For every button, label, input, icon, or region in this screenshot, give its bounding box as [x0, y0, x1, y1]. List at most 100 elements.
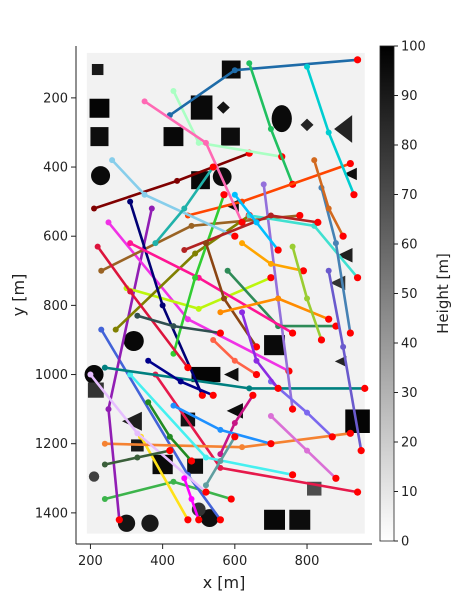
trajectory-endpoint: [274, 246, 282, 254]
trajectory-endpoint: [357, 447, 365, 455]
trajectory-point: [188, 222, 195, 229]
trajectory-point: [145, 357, 152, 364]
colorbar: [379, 45, 395, 542]
trajectory-endpoint: [209, 163, 217, 171]
trajectory-point: [127, 240, 134, 247]
trajectory-point: [253, 219, 260, 226]
trajectory-point: [159, 302, 166, 309]
y-tick-label: 800: [43, 299, 68, 314]
trajectory-point: [217, 464, 224, 471]
trajectory-point: [340, 343, 347, 350]
building: [271, 105, 292, 133]
trajectory-endpoint: [296, 211, 304, 220]
y-axis: 200 400 600 800 1000 1200 1400: [35, 46, 77, 544]
y-tick-label: 400: [43, 161, 68, 176]
trajectory-point: [304, 447, 311, 454]
y-tick-label: 1400: [35, 506, 68, 521]
trajectory-point: [304, 295, 311, 302]
trajectory-point: [170, 402, 177, 409]
trajectory-endpoint: [231, 232, 239, 240]
trajectory-endpoint: [339, 232, 347, 240]
x-tick-label: 200: [78, 554, 103, 569]
trajectory-point: [105, 406, 112, 413]
trajectory-point: [98, 267, 105, 274]
trajectory-point: [141, 98, 148, 105]
trajectory-point: [267, 126, 274, 132]
trajectory-endpoint: [220, 191, 228, 199]
trajectory-point: [239, 309, 246, 316]
trajectory-point: [101, 461, 108, 468]
trajectory-point: [141, 191, 148, 198]
trajectory-endpoint: [288, 471, 297, 479]
building: [190, 95, 213, 120]
y-axis-label: y [m]: [9, 274, 28, 317]
trajectory-point: [101, 496, 108, 503]
trajectory-point: [202, 139, 209, 146]
trajectory-point: [127, 288, 134, 295]
trajectory-point: [202, 454, 209, 461]
colorbar-tick-label: 40: [401, 337, 418, 352]
trajectory-point: [275, 295, 282, 302]
trajectory-endpoint: [274, 384, 282, 392]
building: [84, 365, 104, 385]
trajectory-point: [267, 413, 274, 420]
trajectory-endpoint: [267, 440, 275, 448]
trajectory-point: [253, 357, 260, 364]
y-tick-label: 1200: [35, 437, 68, 452]
trajectory-point: [112, 326, 119, 333]
building: [191, 366, 221, 383]
trajectory-point: [101, 440, 108, 447]
building: [300, 118, 314, 132]
y-tick-label: 1000: [35, 368, 68, 383]
trajectory-endpoint: [198, 391, 206, 399]
trajectory-endpoint: [231, 433, 239, 441]
colorbar-tick-label: 60: [401, 238, 418, 253]
colorbar-tick-label: 30: [401, 386, 418, 401]
trajectory-point: [289, 243, 296, 250]
trajectory-point: [134, 454, 141, 461]
building: [224, 367, 239, 382]
trajectory-endpoint: [353, 274, 362, 282]
building: [89, 98, 110, 118]
colorbar-ticks: 0 10 20 30 40 50 60 70 80 90 100: [394, 40, 426, 550]
trajectory-endpoint: [184, 364, 192, 372]
trajectory-point: [105, 219, 112, 226]
y-tick-label: 200: [43, 91, 68, 106]
trajectory-endpoint: [252, 370, 261, 379]
trajectory-point: [231, 67, 238, 74]
trajectory-point: [170, 478, 177, 485]
x-tick-label: 800: [295, 554, 320, 569]
trajectory-point: [192, 250, 199, 257]
trajectory-endpoint: [288, 329, 297, 337]
x-axis-label: x [m]: [203, 573, 246, 592]
trajectory-endpoint: [216, 329, 224, 337]
trajectory-endpoint: [361, 384, 369, 392]
trajectory-point: [221, 295, 227, 302]
trajectory-endpoint: [227, 495, 235, 503]
trajectory-point: [311, 157, 318, 164]
trajectory-point: [332, 240, 339, 247]
trajectory-point: [304, 409, 311, 416]
building: [221, 60, 241, 79]
x-tick-label: 600: [222, 554, 247, 569]
trajectory-point: [192, 274, 199, 281]
trajectory-point: [217, 451, 224, 458]
trajectory-point: [202, 240, 209, 247]
trajectory-point: [304, 63, 311, 70]
trajectory-point: [260, 181, 267, 188]
building: [264, 509, 286, 530]
trajectory-endpoint: [346, 159, 354, 168]
trajectory-point: [325, 205, 332, 212]
colorbar-tick-label: 10: [401, 485, 418, 500]
trajectory-endpoint: [353, 56, 362, 64]
trajectory-point: [166, 433, 173, 440]
trajectory-point: [239, 240, 246, 247]
trajectory-point: [181, 247, 188, 254]
trajectory-point: [246, 60, 253, 67]
trajectories-layer: [87, 56, 369, 524]
building: [200, 509, 219, 528]
building: [91, 166, 111, 186]
trajectory-point: [217, 309, 224, 316]
trajectory-point: [181, 205, 188, 212]
